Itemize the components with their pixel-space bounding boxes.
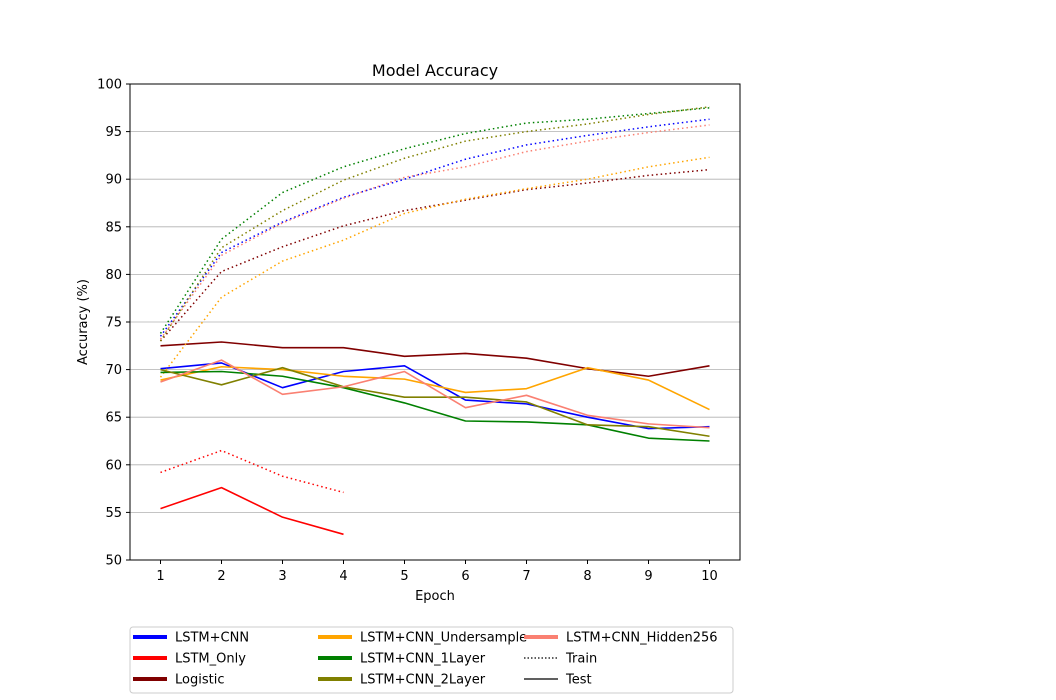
legend-label: LSTM_Only: [175, 652, 246, 667]
chart-title: Model Accuracy: [372, 61, 498, 80]
y-axis-label: Accuracy (%): [76, 279, 91, 365]
y-tick-label: 55: [105, 506, 122, 521]
x-tick-label: 9: [644, 569, 652, 584]
y-tick-label: 90: [105, 173, 122, 188]
y-tick-label: 85: [105, 220, 122, 235]
legend-label: LSTM+CNN_2Layer: [360, 673, 486, 688]
y-tick-label: 60: [105, 458, 122, 473]
legend-label: Logistic: [175, 673, 224, 688]
lstm-only-train-line: [160, 449, 344, 494]
x-tick-label: 2: [217, 569, 225, 584]
y-tick-label: 95: [105, 125, 122, 140]
lstm-cnn-1layer-test-line: [160, 370, 710, 442]
legend-label: LSTM+CNN_1Layer: [360, 652, 486, 667]
x-axis-label: Epoch: [415, 589, 455, 604]
y-tick-label: 70: [105, 363, 122, 378]
x-tick-label: 5: [400, 569, 408, 584]
x-tick-label: 1: [156, 569, 164, 584]
lstm-cnn-test-line: [160, 362, 710, 430]
legend-label: Test: [565, 673, 592, 688]
y-tick-label: 75: [105, 316, 122, 331]
lstm-cnn-1layer-train-line: [159, 107, 710, 334]
y-tick-label: 65: [105, 411, 122, 426]
lstm-cnn-undersample-test-line: [160, 365, 710, 411]
x-tick-label: 8: [583, 569, 591, 584]
lstm-cnn-2layer-test-line: [160, 366, 710, 438]
legend-label: LSTM+CNN: [175, 631, 249, 646]
lstm-cnn-undersample-train-line: [159, 156, 710, 378]
lstm-cnn-hidden256-train-line: [159, 124, 710, 340]
legend: LSTM+CNN LSTM_Only Logistic LSTM+CNN_Unders…: [129, 626, 734, 694]
legend-label: Train: [565, 652, 597, 667]
logistic-train-line: [159, 168, 710, 342]
y-tick-label: 80: [105, 268, 122, 283]
y-tick-label: 100: [97, 78, 122, 93]
grid-lines: [130, 131, 740, 513]
x-tick-label: 10: [701, 569, 718, 584]
logistic-test-line: [160, 341, 710, 378]
lstm-cnn-train-line: [159, 118, 710, 337]
series-layer: [159, 106, 710, 536]
y-axis-ticks: 50 55 60 65 70 75 80 85 90 95 100: [97, 78, 130, 569]
x-tick-label: 4: [339, 569, 347, 584]
lstm-cnn-2layer-train-line: [159, 106, 710, 342]
x-tick-label: 7: [522, 569, 530, 584]
y-tick-label: 50: [105, 554, 122, 569]
lstm-cnn-hidden256-test-line: [160, 359, 710, 429]
legend-box: [129, 626, 734, 694]
legend-label: LSTM+CNN_Undersample: [360, 631, 527, 646]
lstm-only-test-line: [160, 486, 344, 536]
x-tick-label: 6: [461, 569, 469, 584]
x-axis-ticks: 1 2 3 4 5 6 7 8 9 10: [156, 560, 718, 584]
legend-label: LSTM+CNN_Hidden256: [566, 631, 718, 646]
x-tick-label: 3: [278, 569, 286, 584]
